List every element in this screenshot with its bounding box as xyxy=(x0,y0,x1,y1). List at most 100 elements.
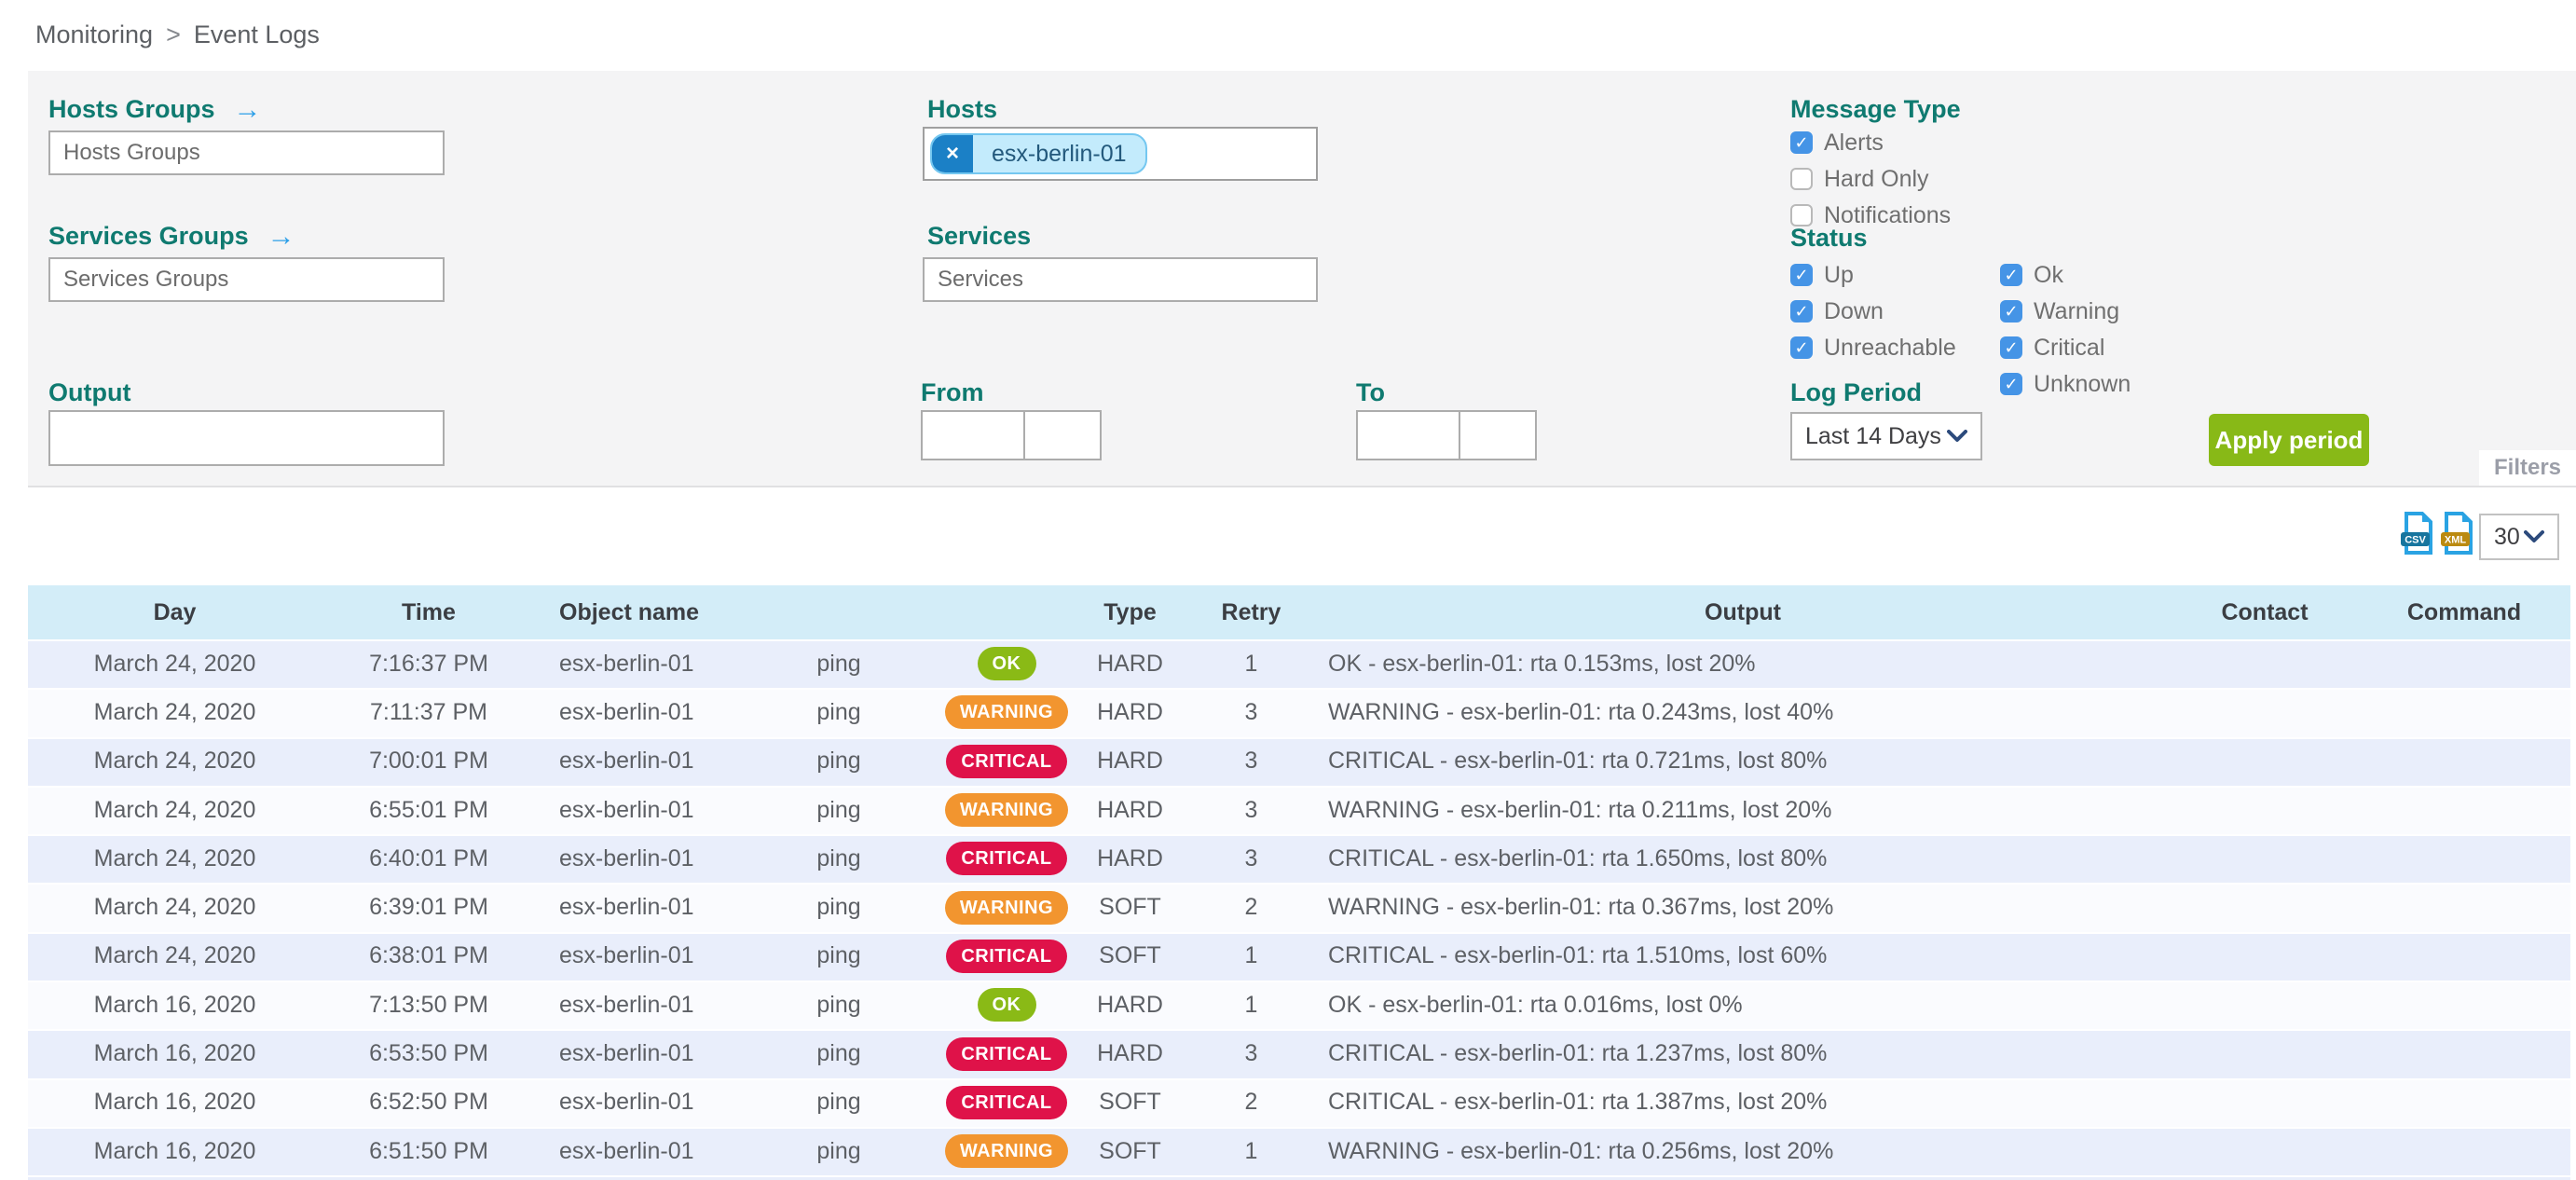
status-badge: OK xyxy=(977,647,1036,681)
services-input[interactable] xyxy=(923,257,1318,302)
cell-status: CRITICAL xyxy=(941,939,1072,973)
cell-time: 7:16:37 PM xyxy=(369,650,488,677)
services-groups-label: Services Groups → xyxy=(48,222,295,251)
cell-object-name[interactable]: esx-berlin-01 xyxy=(559,1089,694,1116)
cell-retry: 3 xyxy=(1244,1040,1258,1067)
cell-output: WARNING - esx-berlin-01: rta 0.243ms, lo… xyxy=(1328,698,1834,725)
output-filter-input[interactable] xyxy=(48,410,445,466)
cell-service[interactable]: ping xyxy=(816,796,861,823)
services-label: Services xyxy=(927,222,1031,251)
breadcrumb-item-event-logs[interactable]: Event Logs xyxy=(193,21,320,48)
cell-day: March 24, 2020 xyxy=(93,748,256,775)
checkbox-option[interactable]: ✓ Alerts xyxy=(1790,129,1951,157)
checkbox-option[interactable]: ✓ Hard Only xyxy=(1790,165,1951,193)
column-header-retry[interactable]: Retry xyxy=(1221,598,1281,625)
cell-service[interactable]: ping xyxy=(816,844,861,871)
column-header-time[interactable]: Time xyxy=(402,598,456,625)
hosts-groups-input[interactable] xyxy=(48,130,445,175)
arrow-right-icon[interactable]: → xyxy=(233,93,262,125)
cell-service[interactable]: ping xyxy=(816,894,861,921)
log-period-select[interactable]: Last 14 Days xyxy=(1790,412,1982,460)
cell-object-name[interactable]: esx-berlin-01 xyxy=(559,844,694,871)
cell-output: CRITICAL - esx-berlin-01: rta 1.510ms, l… xyxy=(1328,942,1828,969)
cell-status: OK xyxy=(941,647,1072,681)
check-icon: ✓ xyxy=(2004,375,2019,393)
column-header-command[interactable]: Command xyxy=(2406,598,2522,625)
export-csv-icon[interactable]: CSV xyxy=(2401,512,2434,555)
column-header-output[interactable]: Output xyxy=(1705,598,1781,625)
arrow-right-icon[interactable]: → xyxy=(267,220,295,252)
checkbox-option[interactable]: ✓ Up xyxy=(1790,261,1956,289)
cell-service[interactable]: ping xyxy=(816,1040,861,1067)
column-header-day[interactable]: Day xyxy=(153,598,197,625)
cell-output: OK - esx-berlin-01: rta 0.153ms, lost 20… xyxy=(1328,650,1756,677)
cell-object-name[interactable]: esx-berlin-01 xyxy=(559,650,694,677)
checkbox[interactable]: ✓ xyxy=(1790,264,1813,286)
status-badge: CRITICAL xyxy=(946,744,1067,778)
cell-status: CRITICAL xyxy=(941,842,1072,876)
table-row: March 24, 2020 6:38:01 PM esx-berlin-01 … xyxy=(28,931,2570,981)
checkbox[interactable]: ✓ xyxy=(1790,300,1813,322)
cell-service[interactable]: ping xyxy=(816,698,861,725)
cell-service[interactable]: ping xyxy=(816,748,861,775)
cell-status: WARNING xyxy=(941,695,1072,730)
breadcrumb-item-monitoring[interactable]: Monitoring xyxy=(35,21,154,48)
checkbox-option[interactable]: ✓ Notifications xyxy=(1790,201,1951,229)
cell-object-name[interactable]: esx-berlin-01 xyxy=(559,698,694,725)
cell-object-name[interactable]: esx-berlin-01 xyxy=(559,991,694,1018)
checkbox-option[interactable]: ✓ Unreachable xyxy=(1790,334,1956,362)
checkbox-option[interactable]: ✓ Critical xyxy=(2000,334,2131,362)
apply-period-button[interactable]: Apply period xyxy=(2209,414,2369,466)
cell-status: CRITICAL xyxy=(941,1085,1072,1119)
filters-tab[interactable]: Filters xyxy=(2479,450,2576,486)
checkbox[interactable]: ✓ xyxy=(1790,168,1813,190)
to-date-input[interactable] xyxy=(1356,410,1460,460)
cell-object-name[interactable]: esx-berlin-01 xyxy=(559,748,694,775)
checkbox[interactable]: ✓ xyxy=(1790,204,1813,226)
checkbox[interactable]: ✓ xyxy=(1790,336,1813,359)
services-groups-input[interactable] xyxy=(48,257,445,302)
cell-service[interactable]: ping xyxy=(816,991,861,1018)
cell-time: 6:53:50 PM xyxy=(369,1040,488,1067)
status-badge: CRITICAL xyxy=(946,842,1067,876)
cell-service[interactable]: ping xyxy=(816,942,861,969)
cell-retry: 3 xyxy=(1244,698,1258,725)
column-header-type[interactable]: Type xyxy=(1103,598,1157,625)
from-time-input[interactable] xyxy=(1023,410,1102,460)
checkbox[interactable]: ✓ xyxy=(2000,373,2022,395)
checkbox-option[interactable]: ✓ Down xyxy=(1790,297,1956,325)
cell-output: WARNING - esx-berlin-01: rta 0.367ms, lo… xyxy=(1328,894,1834,921)
checkbox-option[interactable]: ✓ Unknown xyxy=(2000,370,2131,398)
cell-service[interactable]: ping xyxy=(816,650,861,677)
from-date-input[interactable] xyxy=(921,410,1025,460)
check-icon: ✓ xyxy=(1794,338,1809,357)
checkbox-option[interactable]: ✓ Warning xyxy=(2000,297,2131,325)
chip-remove-button[interactable]: × xyxy=(932,135,973,172)
checkbox-label: Ok xyxy=(2034,261,2063,288)
table-row: March 24, 2020 7:00:01 PM esx-berlin-01 … xyxy=(28,736,2570,786)
checkbox[interactable]: ✓ xyxy=(2000,300,2022,322)
page-size-select[interactable]: 30 xyxy=(2479,514,2559,560)
checkbox-label: Critical xyxy=(2034,334,2105,361)
checkbox[interactable]: ✓ xyxy=(2000,264,2022,286)
cell-object-name[interactable]: esx-berlin-01 xyxy=(559,894,694,921)
cell-object-name[interactable]: esx-berlin-01 xyxy=(559,942,694,969)
export-xml-icon[interactable]: XML xyxy=(2441,512,2474,555)
hosts-input[interactable]: × esx-berlin-01 xyxy=(923,127,1318,181)
cell-object-name[interactable]: esx-berlin-01 xyxy=(559,796,694,823)
cell-status: OK xyxy=(941,988,1072,1022)
checkbox-option[interactable]: ✓ Ok xyxy=(2000,261,2131,289)
cell-object-name[interactable]: esx-berlin-01 xyxy=(559,1040,694,1067)
hosts-groups-label: Hosts Groups → xyxy=(48,95,262,124)
to-time-input[interactable] xyxy=(1459,410,1537,460)
checkbox[interactable]: ✓ xyxy=(1790,131,1813,154)
xml-icon-label: XML xyxy=(2445,535,2467,546)
column-header-object-name[interactable]: Object name xyxy=(559,598,700,625)
cell-object-name[interactable]: esx-berlin-01 xyxy=(559,1137,694,1164)
cell-service[interactable]: ping xyxy=(816,1137,861,1164)
checkbox[interactable]: ✓ xyxy=(2000,336,2022,359)
column-header-contact[interactable]: Contact xyxy=(2221,598,2309,625)
cell-type: SOFT xyxy=(1099,942,1161,969)
page-size-value: 30 xyxy=(2494,523,2520,550)
cell-service[interactable]: ping xyxy=(816,1089,861,1116)
